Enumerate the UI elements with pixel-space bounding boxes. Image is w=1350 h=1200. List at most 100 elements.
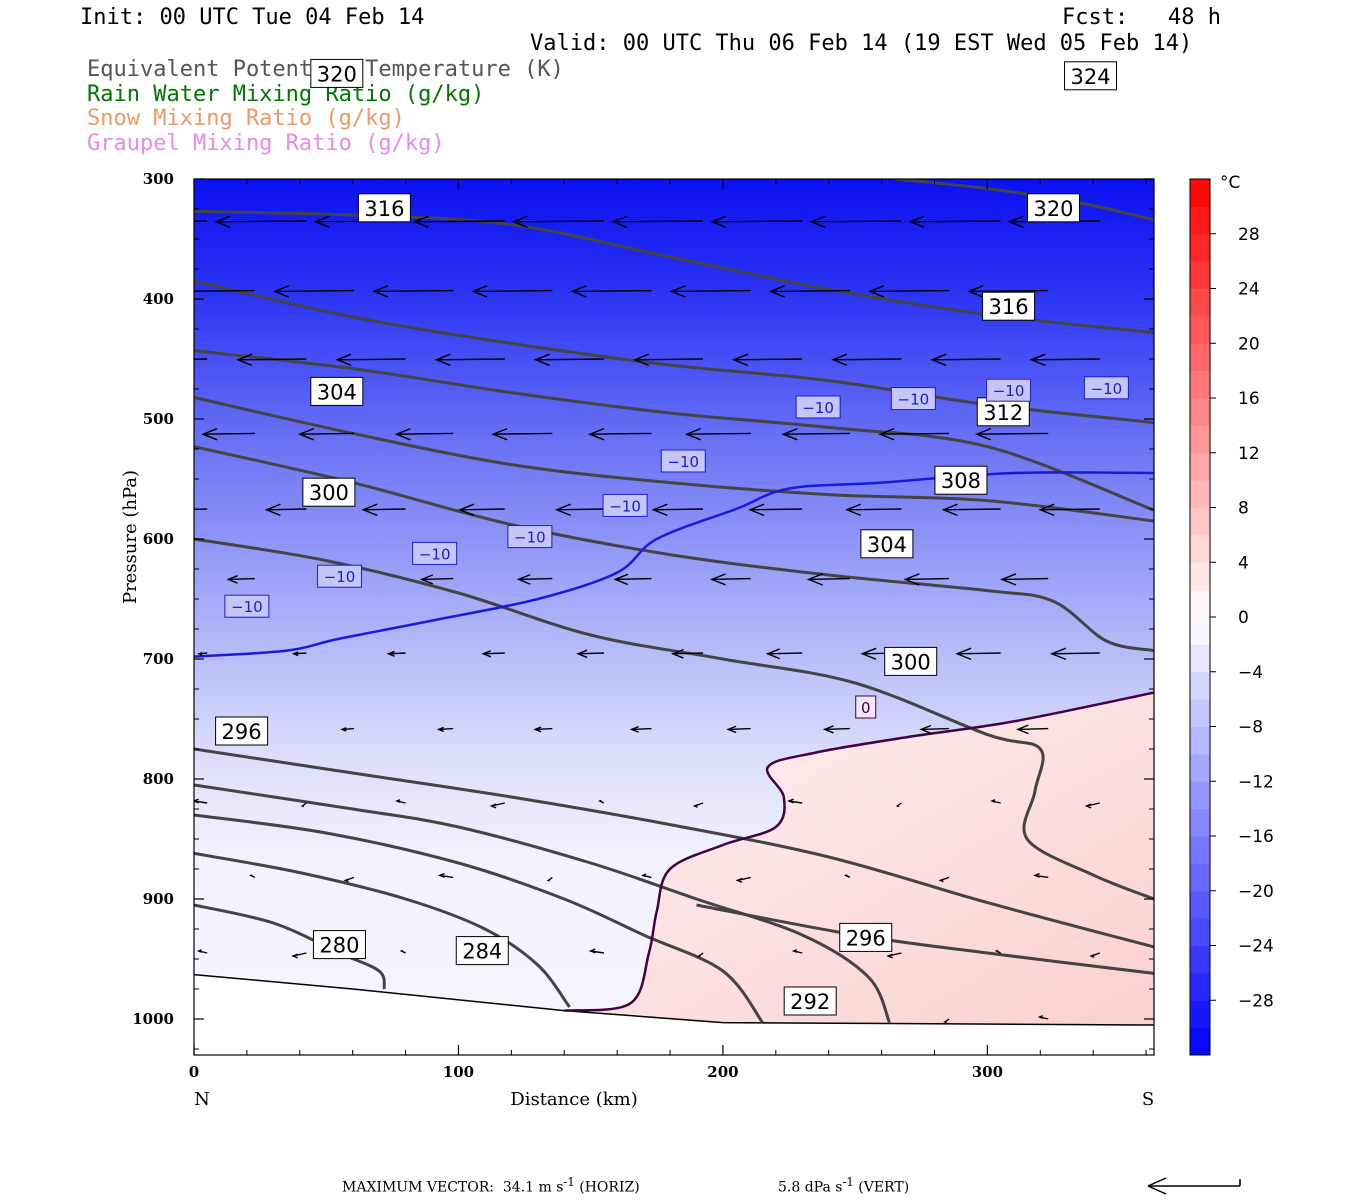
wind-vector-head [670,648,684,659]
colorbar-swatch [1190,480,1210,508]
wind-vector-head [291,953,299,959]
wind-vector [686,432,751,435]
wind-vector-head [787,798,794,804]
wind-vector [711,577,751,581]
x-tick-label: 100 [443,1063,474,1081]
isotherm-label--10: −10 [514,529,546,547]
theta-e-line-312-11 [194,349,1154,512]
theta-e-label-box [312,930,366,960]
colorbar-tick-label: 28 [1238,225,1260,245]
wind-vector-head [895,804,900,808]
wind-vector-head [613,573,629,586]
theta-e-line-304-8 [194,445,1154,653]
wind-vector-head [726,725,737,734]
wind-vector-head [809,215,826,229]
colorbar-swatch [1190,562,1210,591]
wind-vector-head [994,949,999,953]
isotherm-label--10: −10 [419,545,451,563]
wind-vector-head [395,799,401,803]
colorbar-tick-label: 20 [1238,334,1260,354]
isotherm-label-box [986,378,1032,402]
wind-vector-head [546,879,551,882]
wind-vector [202,432,255,435]
colorbar-tick-label: −24 [1238,937,1274,957]
wind-vector-head [196,949,202,953]
theta-e-line-292-3 [194,783,891,1024]
colorbar-swatch [1190,534,1210,563]
max-vert-value: 5.8 [778,1179,801,1196]
wind-vector-head [412,215,429,229]
colorbar-tick-label: 4 [1238,553,1249,573]
wind-vector [363,508,406,511]
wind-vector-head [516,574,531,585]
theta-e-label-box [302,477,356,507]
colorbar-swatch [1190,1027,1210,1056]
theta-e-label-300: 300 [891,650,931,674]
wind-vector-head [651,503,668,517]
wind-vector-head [731,353,749,367]
below-ground-mask [194,974,1154,1055]
wind-vector-head [533,726,542,733]
wind-vector [943,508,1001,511]
theta-e-label-316: 316 [364,197,404,221]
wind-vector [194,508,208,510]
theta-e-line-300-6 [194,537,1154,901]
colorbar-swatch [1190,1000,1210,1029]
wind-vector [833,358,902,361]
colorbar-swatch [1190,808,1210,837]
wind-vector [556,508,604,511]
wind-vector-head [272,285,290,298]
wind-vector-head [806,573,823,586]
wind-vector [436,358,505,361]
wind-vector [612,220,704,223]
theta-e-line-284-1 [194,851,571,1008]
colorbar-tick-label: 8 [1238,499,1249,519]
wind-vector-head [860,647,877,660]
wind-vector [194,289,255,292]
y-tick-label: 500 [143,410,174,428]
wind-vector [957,652,1001,655]
wind-vector-head [471,285,488,298]
colorbar-unit: °C [1220,173,1240,193]
wind-vector-head [236,353,253,367]
y-tick-label: 400 [143,290,174,308]
wind-vector-head [610,215,628,229]
wind-vector [921,727,950,731]
wind-vector-head [903,573,920,586]
wind-vector-head [930,353,947,367]
colorbar-swatch [1190,261,1210,289]
colorbar-swatch [1190,179,1210,207]
wind-vector-head [710,573,726,586]
theta-e-label-box [1064,61,1118,91]
isotherm-label-box [507,525,553,549]
max-vert-label: 5.8 dPa s-1 (VERT) [778,1175,910,1196]
wind-vector-head [735,877,743,883]
wind-vector-head [697,954,701,958]
wind-vector [438,727,454,731]
wind-vector-head [748,503,765,517]
x-tick-label: 0 [189,1063,199,1081]
wind-vector [1031,358,1100,361]
cross-section-chart: 280 2842922962963003003043043083123163163… [120,58,1274,1110]
theta-e-label-box [1027,193,1081,223]
wind-vector-head [941,503,958,517]
colorbar-swatch [1190,617,1210,645]
colorbar-swatch [1190,863,1210,892]
wind-vector-head [878,427,895,441]
isotherm-label-box [316,564,362,588]
wind-vector [337,358,406,361]
y-tick-label: 900 [143,890,174,908]
theta-e-label-296: 296 [846,926,886,950]
wind-vector [373,289,454,293]
y-tick-label: 700 [143,650,174,668]
colorbar-tick-label: 24 [1238,280,1260,300]
wind-vector-head [938,878,944,883]
theta-e-line-296-5 [696,903,1154,975]
colorbar-swatch [1190,671,1210,700]
shading-layer [194,179,1154,1055]
wind-vector [770,289,850,293]
wind-vector-head [955,647,972,661]
isotherm-label--10: −10 [1091,380,1123,398]
wind-vector [274,289,355,293]
max-vector-label: MAXIMUM VECTOR: 34.1 m s-1 (HORIZ) [342,1175,640,1196]
